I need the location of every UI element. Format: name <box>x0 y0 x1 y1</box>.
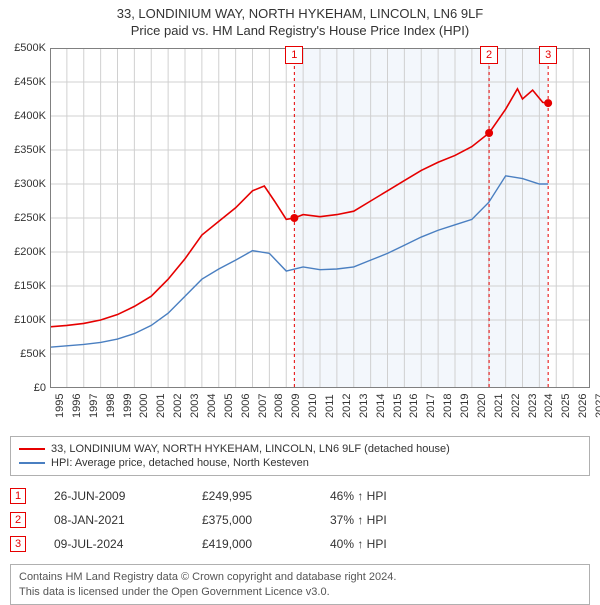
x-tick-label: 2011 <box>324 394 336 418</box>
marker-number-box: 3 <box>10 536 26 552</box>
markers-table: 1 26-JUN-2009 £249,995 46% ↑ HPI 2 08-JAN-202… <box>10 484 590 556</box>
x-tick-label: 2024 <box>543 393 555 417</box>
x-tick-label: 2009 <box>290 393 302 417</box>
x-tick-label: 2026 <box>577 393 589 417</box>
x-tick-label: 2006 <box>240 393 252 417</box>
y-tick-label: £450K <box>14 76 46 88</box>
x-tick-label: 2018 <box>442 393 454 417</box>
marker-flag: 1 <box>285 46 303 64</box>
plot-area <box>50 48 590 388</box>
x-tick-label: 2015 <box>392 393 404 417</box>
x-tick-label: 2027 <box>594 393 600 417</box>
x-tick-label: 2004 <box>206 393 218 417</box>
x-tick-label: 2016 <box>408 393 420 417</box>
marker-number-box: 1 <box>10 488 26 504</box>
marker-row: 3 09-JUL-2024 £419,000 40% ↑ HPI <box>10 532 590 556</box>
marker-hpi: 46% ↑ HPI <box>330 489 450 503</box>
marker-row: 1 26-JUN-2009 £249,995 46% ↑ HPI <box>10 484 590 508</box>
legend-row: HPI: Average price, detached house, Nort… <box>19 456 581 470</box>
footer-line-1: Contains HM Land Registry data © Crown c… <box>19 570 581 585</box>
x-tick-label: 2020 <box>476 393 488 417</box>
y-tick-label: £0 <box>34 382 46 394</box>
marker-hpi: 37% ↑ HPI <box>330 513 450 527</box>
x-tick-label: 1999 <box>122 393 134 417</box>
marker-number-box: 2 <box>10 512 26 528</box>
marker-flag: 3 <box>539 46 557 64</box>
x-tick-label: 2022 <box>510 393 522 417</box>
chart-subtitle: Price paid vs. HM Land Registry's House … <box>0 23 600 44</box>
legend-swatch <box>19 448 45 450</box>
x-tick-label: 1998 <box>105 393 117 417</box>
x-tick-label: 1996 <box>71 393 83 417</box>
x-tick-label: 1997 <box>88 393 100 417</box>
x-tick-label: 2025 <box>560 393 572 417</box>
x-tick-label: 2012 <box>341 393 353 417</box>
x-tick-label: 2010 <box>307 393 319 417</box>
x-axis-labels: 1995199619971998199920002001200220032004… <box>50 390 590 410</box>
marker-price: £249,995 <box>202 489 302 503</box>
chart-title: 33, LONDINIUM WAY, NORTH HYKEHAM, LINCOL… <box>0 0 600 23</box>
legend-label: 33, LONDINIUM WAY, NORTH HYKEHAM, LINCOL… <box>51 443 450 455</box>
x-tick-label: 2019 <box>459 393 471 417</box>
y-axis-labels: £0£50K£100K£150K£200K£250K£300K£350K£400… <box>0 48 48 388</box>
marker-row: 2 08-JAN-2021 £375,000 37% ↑ HPI <box>10 508 590 532</box>
x-tick-label: 2007 <box>257 393 269 417</box>
marker-flag: 2 <box>480 46 498 64</box>
footer: Contains HM Land Registry data © Crown c… <box>10 564 590 605</box>
y-tick-label: £400K <box>14 110 46 122</box>
x-tick-label: 2008 <box>273 393 285 417</box>
x-tick-label: 2017 <box>425 393 437 417</box>
marker-price: £419,000 <box>202 537 302 551</box>
y-tick-label: £500K <box>14 42 46 54</box>
marker-date: 08-JAN-2021 <box>54 513 174 527</box>
y-tick-label: £200K <box>14 246 46 258</box>
x-tick-label: 2023 <box>527 393 539 417</box>
x-tick-label: 2002 <box>172 393 184 417</box>
legend: 33, LONDINIUM WAY, NORTH HYKEHAM, LINCOL… <box>10 436 590 476</box>
x-tick-label: 2021 <box>493 393 505 417</box>
legend-row: 33, LONDINIUM WAY, NORTH HYKEHAM, LINCOL… <box>19 442 581 456</box>
x-tick-label: 2003 <box>189 393 201 417</box>
y-tick-label: £350K <box>14 144 46 156</box>
y-tick-label: £100K <box>14 314 46 326</box>
marker-date: 26-JUN-2009 <box>54 489 174 503</box>
marker-price: £375,000 <box>202 513 302 527</box>
footer-line-2: This data is licensed under the Open Gov… <box>19 585 581 600</box>
marker-date: 09-JUL-2024 <box>54 537 174 551</box>
x-tick-label: 2005 <box>223 393 235 417</box>
y-tick-label: £250K <box>14 212 46 224</box>
x-tick-label: 2000 <box>138 393 150 417</box>
chart: £0£50K£100K£150K£200K£250K£300K£350K£400… <box>50 48 590 408</box>
x-tick-label: 1995 <box>54 393 66 417</box>
y-tick-label: £300K <box>14 178 46 190</box>
y-tick-label: £150K <box>14 280 46 292</box>
x-tick-label: 2001 <box>155 393 167 417</box>
x-tick-label: 2013 <box>358 393 370 417</box>
legend-label: HPI: Average price, detached house, Nort… <box>51 457 309 469</box>
y-tick-label: £50K <box>20 348 46 360</box>
marker-hpi: 40% ↑ HPI <box>330 537 450 551</box>
legend-swatch <box>19 462 45 464</box>
x-tick-label: 2014 <box>375 393 387 417</box>
